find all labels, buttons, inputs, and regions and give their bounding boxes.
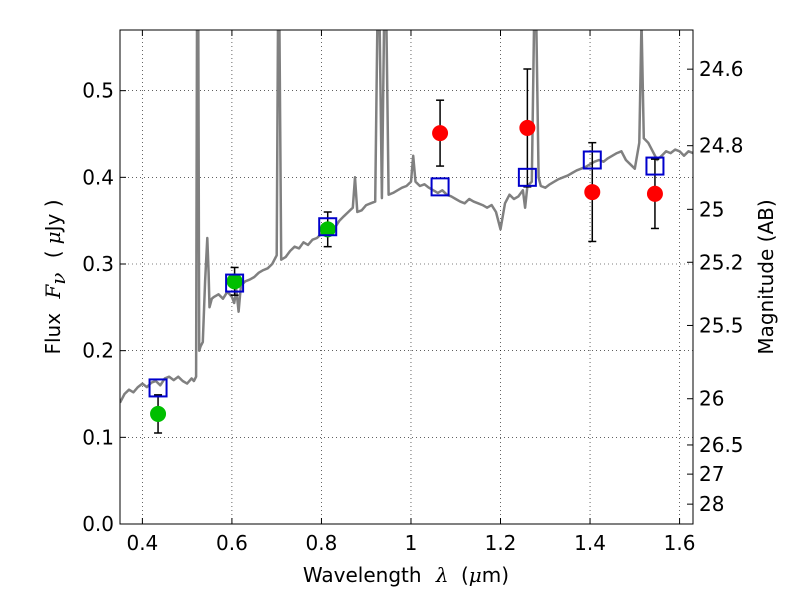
x-tick-label: 1.4 <box>574 531 606 555</box>
data-point-circle <box>226 273 243 290</box>
y-tick-label: 0.4 <box>82 165 114 189</box>
x-tick-label: 0.4 <box>126 531 158 555</box>
x-tick-label: 1 <box>405 531 418 555</box>
mag-tick-label: 24.6 <box>699 57 744 81</box>
y-axis-label-sub: ν <box>46 273 70 285</box>
data-point-circle <box>584 184 601 201</box>
data-point-circle <box>150 405 167 422</box>
x-axis-label-unit-open: ( <box>461 563 469 587</box>
mag-tick-label: 25.5 <box>699 313 744 337</box>
y-axis-label-unit-mu: μ <box>41 231 65 244</box>
data-point-square <box>645 156 665 176</box>
x-axis-label: Wavelength λ (μm) <box>303 563 509 587</box>
data-point-square <box>582 150 602 170</box>
y-tick-label: 0.3 <box>82 252 114 276</box>
mag-tick-label: 28 <box>699 492 724 516</box>
mag-tick-label: 25.2 <box>699 250 744 274</box>
right-axis-label: Magnitude (AB) <box>754 199 778 354</box>
y-tick-label: 0.5 <box>82 79 114 103</box>
x-axis-label-unit-rest: m) <box>482 563 509 587</box>
plot-frame <box>119 29 694 525</box>
x-axis-label-unit-mu: μ <box>469 563 482 587</box>
spectrum-line <box>120 30 693 404</box>
x-axis-label-prefix: Wavelength <box>303 563 422 587</box>
mag-tick-label: 24.8 <box>699 134 744 158</box>
axis-ticks: 0.4 0.6 0.8 1 1.2 1.4 1.6 0.0 0.1 0.2 0.3 0.4 0.5 24.… <box>82 30 744 555</box>
plot-area <box>120 30 693 524</box>
y-tick-label: 0.2 <box>82 339 114 363</box>
x-tick-label: 0.6 <box>216 531 248 555</box>
x-tick-label: 0.8 <box>306 531 338 555</box>
mag-tick-label: 25 <box>699 197 724 221</box>
data-point-square <box>430 177 450 197</box>
data-point-square <box>318 217 338 237</box>
data-point-square <box>225 273 245 293</box>
y-axis-label-prefix: Flux <box>41 313 65 355</box>
y-tick-label: 0.0 <box>82 512 114 536</box>
data-point-square <box>148 378 168 398</box>
y-axis-label-symbol: F <box>41 284 65 300</box>
y-axis-label-unit-open: ( <box>41 250 65 258</box>
x-axis-label-symbol: λ <box>435 563 449 587</box>
x-tick-label: 1.6 <box>664 531 696 555</box>
y-axis-label-unit-rest: Jy ) <box>41 199 65 233</box>
data-point-circle <box>646 185 663 202</box>
mag-tick-label: 27 <box>699 462 724 486</box>
y-tick-label: 0.1 <box>82 425 114 449</box>
data-point-circle <box>432 125 449 142</box>
x-tick-label: 1.2 <box>485 531 517 555</box>
mag-tick-label: 26.5 <box>699 433 744 457</box>
data-point-circle <box>519 119 536 136</box>
mag-tick-label: 26 <box>699 387 724 411</box>
data-markers <box>148 119 665 422</box>
y-axis-label: Flux Fν ( μJy ) <box>41 199 70 354</box>
data-point-square <box>517 167 537 187</box>
model-spectrum <box>120 30 693 404</box>
